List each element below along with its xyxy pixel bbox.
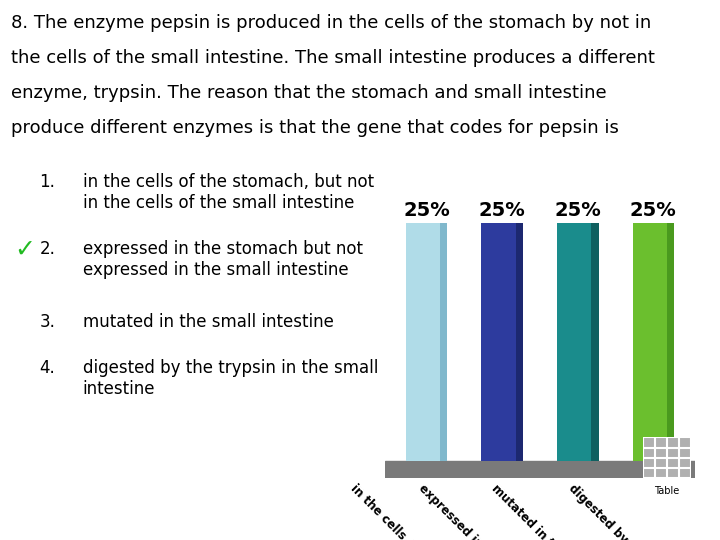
Bar — [385, 461, 695, 478]
Text: 25%: 25% — [479, 201, 526, 220]
Text: enzyme, trypsin. The reason that the stomach and small intestine: enzyme, trypsin. The reason that the sto… — [11, 84, 606, 102]
Text: in the cells of the stomach, but not
in the cells of the small intestine: in the cells of the stomach, but not in … — [83, 173, 374, 212]
Text: 25%: 25% — [554, 201, 601, 220]
Text: digested by the trypsin in the small
intestine: digested by the trypsin in the small int… — [83, 359, 378, 398]
Text: 1.: 1. — [40, 173, 55, 191]
Text: 2.: 2. — [40, 240, 55, 258]
Bar — [557, 223, 598, 461]
Bar — [591, 223, 598, 461]
Bar — [440, 223, 448, 461]
Text: expressed in the stomach but not
expressed in the small intestine: expressed in the stomach but not express… — [83, 240, 363, 279]
Text: 25%: 25% — [403, 201, 450, 220]
Bar — [516, 223, 523, 461]
Text: Table: Table — [654, 486, 680, 496]
Bar — [406, 223, 448, 461]
Text: produce different enzymes is that the gene that codes for pepsin is: produce different enzymes is that the ge… — [11, 119, 618, 137]
Text: ✓: ✓ — [14, 238, 35, 261]
Bar — [632, 223, 674, 461]
Bar — [482, 223, 523, 461]
Text: 3.: 3. — [40, 313, 55, 331]
Bar — [667, 223, 674, 461]
Text: mutated in the small intestine: mutated in the small intestine — [83, 313, 333, 331]
Text: 25%: 25% — [630, 201, 677, 220]
Text: 4.: 4. — [40, 359, 55, 377]
Text: 8. The enzyme pepsin is produced in the cells of the stomach by not in: 8. The enzyme pepsin is produced in the … — [11, 14, 651, 31]
Text: the cells of the small intestine. The small intestine produces a different: the cells of the small intestine. The sm… — [11, 49, 654, 66]
